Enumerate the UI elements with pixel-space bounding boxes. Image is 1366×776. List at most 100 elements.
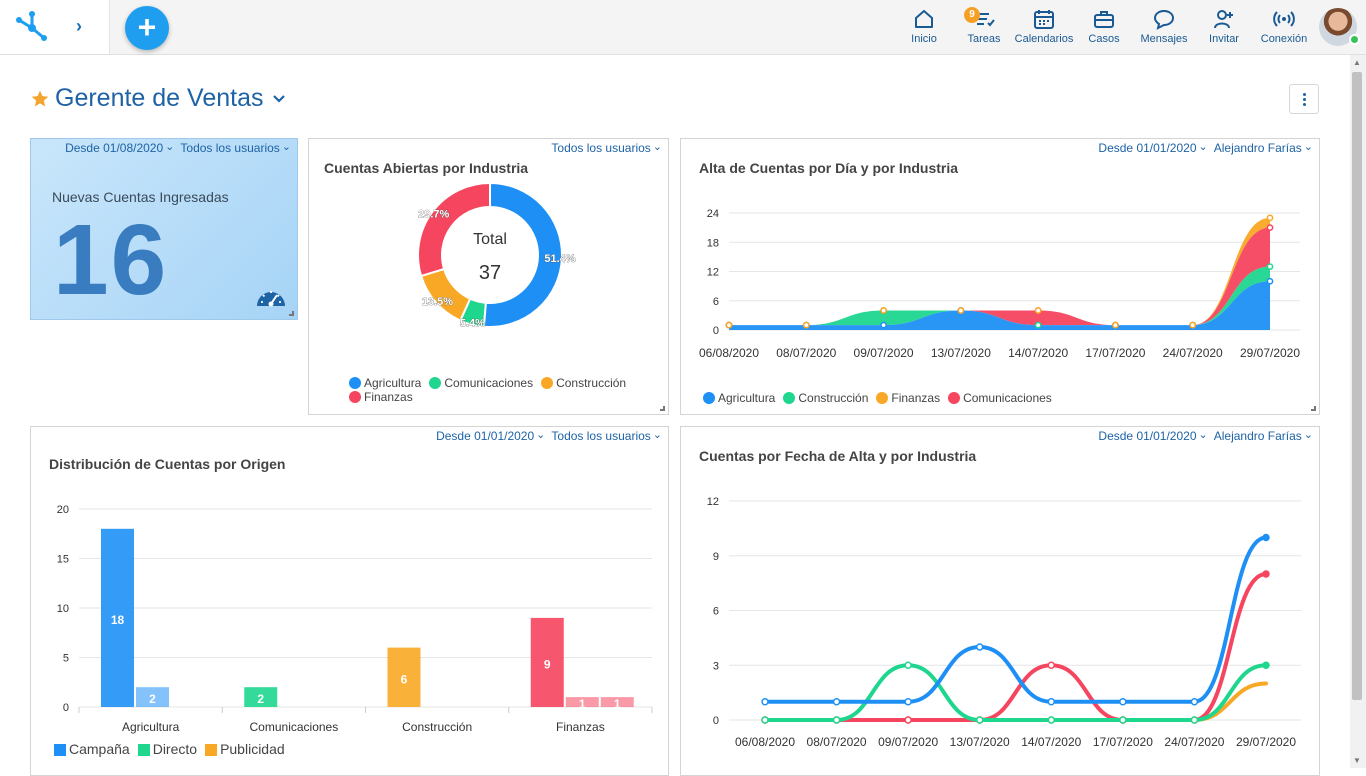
online-status-dot [1349, 34, 1360, 45]
donut-legend: Agricultura Comunicaciones Construcción Fin… [349, 376, 659, 404]
donut-center-label: Total [473, 231, 507, 248]
donut-data-label: 5.4% [460, 318, 485, 330]
nav-tareas[interactable]: Tareas [964, 8, 1004, 48]
nav-calendarios[interactable]: Calendarios [1014, 8, 1074, 48]
bar [244, 687, 278, 707]
nav-invitar[interactable]: Invitar [1206, 8, 1242, 48]
area-legend: Agricultura Construcción Finanzas Comunicac… [703, 391, 1060, 405]
line-chart: 0 3 6 9 12 06/08/2020 08/07/2020 09/07/2020 13/0… [707, 496, 1301, 749]
line-point [904, 698, 912, 706]
line-point [904, 661, 912, 669]
line-point [1047, 661, 1056, 669]
y-tick-label: 12 [707, 496, 719, 508]
chevron-down-icon[interactable] [273, 94, 285, 104]
y-tick-label: 24 [707, 208, 719, 220]
x-tick-label: 13/07/2020 [950, 735, 1010, 749]
y-tick-label: 10 [57, 603, 69, 615]
widget-filters: Desde 01/08/2020 Todos los usuarios [59, 141, 291, 155]
legend-item[interactable]: Campaña [54, 741, 130, 757]
x-tick-label: Comunicaciones [250, 720, 339, 734]
speedometer-icon [257, 291, 285, 307]
add-button[interactable]: + [125, 6, 169, 50]
x-tick-label: 24/07/2020 [1163, 346, 1223, 360]
line-point [975, 716, 984, 724]
date-filter[interactable]: Desde 01/01/2020 [1098, 141, 1207, 155]
nav-label: Calendarios [1014, 33, 1074, 45]
legend-item[interactable]: Construcción [783, 391, 868, 405]
nav-conexion[interactable]: Conexión [1259, 8, 1309, 48]
legend-item[interactable]: Finanzas [876, 391, 940, 405]
scroll-up-arrow-icon[interactable]: ▲ [1353, 58, 1361, 67]
page-title[interactable]: Gerente de Ventas [55, 84, 264, 112]
chat-icon [1153, 9, 1175, 30]
line-point [975, 643, 984, 651]
legend-item[interactable]: Agricultura [703, 391, 775, 405]
scroll-down-arrow-icon[interactable]: ▼ [1353, 756, 1361, 765]
scrollbar-thumb[interactable] [1352, 72, 1362, 700]
x-tick-label: 29/07/2020 [1236, 735, 1296, 749]
bar-data-label: 2 [257, 692, 264, 706]
line-point [832, 698, 841, 706]
legend-item[interactable]: Comunicaciones [948, 391, 1052, 405]
y-tick-label: 6 [713, 606, 719, 618]
line-point [1262, 570, 1270, 578]
expand-menu-icon[interactable]: › [76, 16, 82, 36]
resize-handle[interactable] [660, 406, 665, 411]
user-filter[interactable]: Alejandro Farías [1214, 141, 1313, 155]
date-filter[interactable]: Desde 01/08/2020 [65, 141, 174, 155]
area-point [880, 321, 887, 329]
bar [101, 528, 134, 707]
x-tick-label: Construcción [402, 720, 472, 734]
line-point [1262, 533, 1270, 542]
nav-casos[interactable]: Casos [1087, 8, 1121, 48]
line-point [761, 698, 769, 706]
legend-item[interactable]: Comunicaciones [429, 376, 533, 390]
area-point [1266, 224, 1274, 231]
users-filter[interactable]: Todos los usuarios [551, 141, 662, 155]
legend-item[interactable]: Publicidad [205, 741, 285, 757]
favorite-star-icon[interactable] [30, 89, 50, 109]
resize-handle[interactable] [289, 311, 294, 316]
tasks-icon [977, 13, 995, 27]
y-tick-label: 0 [713, 325, 719, 337]
widget-filters: Todos los usuarios [545, 141, 662, 155]
line-series [763, 572, 1268, 722]
area-point [1266, 214, 1274, 222]
bar-chart: 0 5 10 15 20 Agricultura 18 2 Comunicaciones 2 Con… [57, 504, 653, 734]
legend-item[interactable]: Agricultura [349, 376, 421, 390]
line-point [1119, 698, 1127, 706]
resize-handle[interactable] [1311, 406, 1316, 411]
area-point [1034, 307, 1042, 314]
donut-center-value: 37 [479, 262, 501, 284]
y-tick-label: 5 [63, 653, 69, 665]
donut-slice [482, 181, 563, 328]
bar-data-label: 1 [579, 697, 586, 711]
kpi-widget: Desde 01/08/2020 Todos los usuarios Nueva… [30, 138, 298, 320]
legend-item[interactable]: Finanzas [349, 390, 413, 404]
donut-chart: Total 37 51.4% 5.4% 13.5% 29.7% [417, 181, 576, 330]
x-tick-label: 17/07/2020 [1085, 346, 1145, 360]
nav-label: Conexión [1260, 33, 1308, 45]
area-point [725, 321, 733, 329]
nav-mensajes[interactable]: Mensajes [1140, 8, 1188, 48]
user-filter[interactable]: Alejandro Farías [1214, 429, 1313, 443]
users-filter[interactable]: Todos los usuarios [551, 429, 662, 443]
nav-inicio[interactable]: Inicio [906, 8, 942, 48]
date-filter[interactable]: Desde 01/01/2020 [436, 429, 545, 443]
broadcast-icon [1273, 11, 1295, 27]
legend-item[interactable]: Directo [137, 741, 197, 757]
line-point [1190, 698, 1199, 706]
kebab-dot [1303, 93, 1306, 96]
more-options-button[interactable] [1289, 84, 1319, 114]
x-tick-label: 09/07/2020 [878, 735, 938, 749]
area-point [802, 321, 810, 329]
y-tick-label: 3 [713, 660, 719, 672]
logo-icon[interactable] [14, 10, 50, 42]
nav-label: Inicio [911, 33, 937, 45]
line-chart-widget: Desde 01/01/2020 Alejandro Farías Cuentas… [680, 426, 1320, 776]
users-filter[interactable]: Todos los usuarios [180, 141, 291, 155]
date-filter[interactable]: Desde 01/01/2020 [1098, 429, 1207, 443]
legend-item[interactable]: Construcción [541, 376, 626, 390]
y-tick-label: 0 [63, 702, 69, 714]
y-tick-label: 15 [57, 554, 69, 566]
